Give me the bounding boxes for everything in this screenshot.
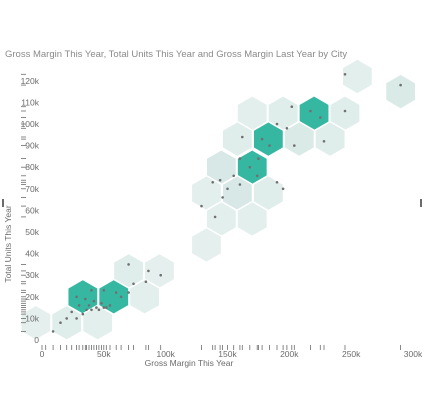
y-axis-title: Total Units This Year <box>3 205 13 282</box>
data-point[interactable] <box>105 306 108 309</box>
data-point[interactable] <box>211 181 214 184</box>
data-point[interactable] <box>100 302 103 305</box>
hexbin-cell[interactable] <box>236 200 269 238</box>
data-point[interactable] <box>114 291 118 294</box>
x-tick-label: 150k <box>218 349 237 359</box>
y-tick-label: 100k <box>21 119 40 129</box>
x-tick-label: 0 <box>40 349 45 359</box>
data-point[interactable] <box>75 317 78 320</box>
data-point[interactable] <box>90 308 93 312</box>
rug-layer <box>21 73 402 350</box>
y-tick-label: 110k <box>21 97 40 107</box>
y-tick-label: 10k <box>25 313 39 323</box>
data-point[interactable] <box>268 144 271 147</box>
data-point[interactable] <box>51 330 55 333</box>
data-point[interactable] <box>257 157 260 160</box>
data-point[interactable] <box>75 295 78 299</box>
data-point[interactable] <box>241 135 244 139</box>
data-point[interactable] <box>132 282 135 286</box>
data-point[interactable] <box>97 308 101 312</box>
data-point[interactable] <box>77 304 81 307</box>
data-point[interactable] <box>319 116 322 119</box>
data-point[interactable] <box>309 109 312 113</box>
data-point[interactable] <box>95 306 98 309</box>
data-point[interactable] <box>285 127 289 130</box>
data-point[interactable] <box>255 174 259 178</box>
chart-title: Gross Margin This Year, Total Units This… <box>5 49 348 60</box>
hexbin-layer <box>19 58 417 342</box>
y-tick-label: 0 <box>34 335 39 345</box>
x-axis-title: Gross Margin This Year <box>145 358 234 368</box>
y-tick-label: 50k <box>25 227 39 237</box>
data-point[interactable] <box>322 140 326 143</box>
hexbin-cell[interactable] <box>314 120 347 158</box>
data-point[interactable] <box>159 273 162 277</box>
data-point[interactable] <box>144 280 148 284</box>
data-point[interactable] <box>238 183 242 186</box>
data-point[interactable] <box>260 137 264 141</box>
data-point[interactable] <box>81 312 85 316</box>
y-tick-label: 70k <box>25 184 39 194</box>
data-point[interactable] <box>232 174 235 178</box>
x-tick-label: 100k <box>156 349 175 359</box>
data-point[interactable] <box>127 291 130 294</box>
hexbin-cell[interactable] <box>128 278 161 316</box>
data-point[interactable] <box>290 105 294 108</box>
data-point[interactable] <box>70 310 73 314</box>
data-point[interactable] <box>90 289 93 292</box>
y-tick-label: 60k <box>25 205 39 215</box>
x-tick-label: 250k <box>342 349 361 359</box>
data-point[interactable] <box>200 204 203 208</box>
data-point[interactable] <box>102 306 106 309</box>
data-point[interactable] <box>226 187 229 191</box>
data-point[interactable] <box>85 308 88 312</box>
data-point[interactable] <box>59 321 62 325</box>
y-tick-label: 20k <box>25 292 39 302</box>
left-resize-handle[interactable] <box>2 199 4 207</box>
data-point[interactable] <box>238 157 242 160</box>
hexbin-cell[interactable] <box>341 58 374 95</box>
right-resize-handle[interactable] <box>420 199 422 207</box>
data-point[interactable] <box>213 215 217 219</box>
point-layer <box>51 73 402 333</box>
x-axis-ticks: 0 50k 100k 150k 200k 250k 300k <box>40 349 423 359</box>
data-point[interactable] <box>84 297 87 301</box>
data-point[interactable] <box>248 165 252 169</box>
x-tick-label: 200k <box>280 349 299 359</box>
data-point[interactable] <box>147 269 150 273</box>
hexbin-cell[interactable] <box>190 226 223 264</box>
data-point[interactable] <box>102 289 106 292</box>
y-tick-label: 80k <box>25 162 39 172</box>
data-point[interactable] <box>108 304 112 307</box>
data-point[interactable] <box>65 317 68 320</box>
data-point[interactable] <box>218 178 222 182</box>
data-point[interactable] <box>221 196 224 199</box>
hexbin-cell[interactable] <box>384 73 417 110</box>
data-point[interactable] <box>343 73 347 76</box>
data-point[interactable] <box>275 122 279 126</box>
y-tick-label: 90k <box>25 141 39 151</box>
y-tick-label: 120k <box>21 76 40 86</box>
hexbin-cell[interactable] <box>19 304 52 342</box>
data-point[interactable] <box>275 181 279 184</box>
hexbin-cell[interactable] <box>252 174 285 212</box>
data-point[interactable] <box>399 83 402 87</box>
data-point[interactable] <box>293 144 296 147</box>
y-tick-label: 40k <box>25 249 39 259</box>
y-axis-ticks: 0 10k 20k 30k 40k 50k 60k 70k 80k 90k 100k 110k 120k <box>21 76 40 345</box>
data-point[interactable] <box>87 304 91 307</box>
data-point[interactable] <box>281 187 285 191</box>
x-tick-label: 300k <box>404 349 423 359</box>
x-tick-label: 50k <box>97 349 111 359</box>
y-tick-label: 30k <box>25 270 39 280</box>
data-point[interactable] <box>92 299 96 303</box>
data-point[interactable] <box>119 295 123 299</box>
data-point[interactable] <box>343 109 347 113</box>
data-point[interactable] <box>127 263 130 266</box>
